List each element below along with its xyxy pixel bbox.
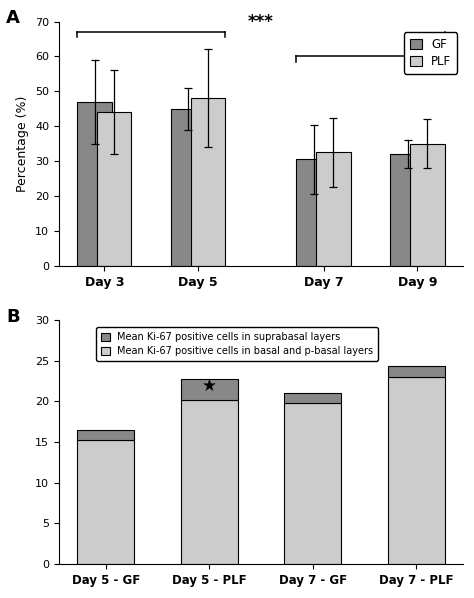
Bar — [284, 393, 341, 403]
Legend: GF, PLF: GF, PLF — [404, 32, 457, 74]
Bar — [391, 154, 425, 266]
Bar — [97, 112, 131, 266]
Text: A: A — [6, 10, 20, 28]
Bar — [77, 102, 112, 266]
Bar — [181, 399, 237, 564]
Y-axis label: Percentage (%): Percentage (%) — [17, 96, 29, 192]
Bar — [388, 367, 445, 377]
Bar — [388, 377, 445, 564]
Text: B: B — [6, 307, 20, 326]
Legend: Mean Ki-67 positive cells in suprabasal layers, Mean Ki-67 positive cells in bas: Mean Ki-67 positive cells in suprabasal … — [96, 327, 378, 361]
Bar — [191, 98, 225, 266]
Bar — [296, 160, 331, 266]
Bar — [284, 403, 341, 564]
Bar — [316, 152, 351, 266]
Bar — [410, 144, 445, 266]
Bar — [181, 379, 237, 399]
Bar — [171, 109, 206, 266]
Text: ***: *** — [248, 13, 274, 31]
Bar — [77, 440, 134, 564]
Bar — [77, 430, 134, 440]
Text: ★: ★ — [202, 377, 217, 395]
